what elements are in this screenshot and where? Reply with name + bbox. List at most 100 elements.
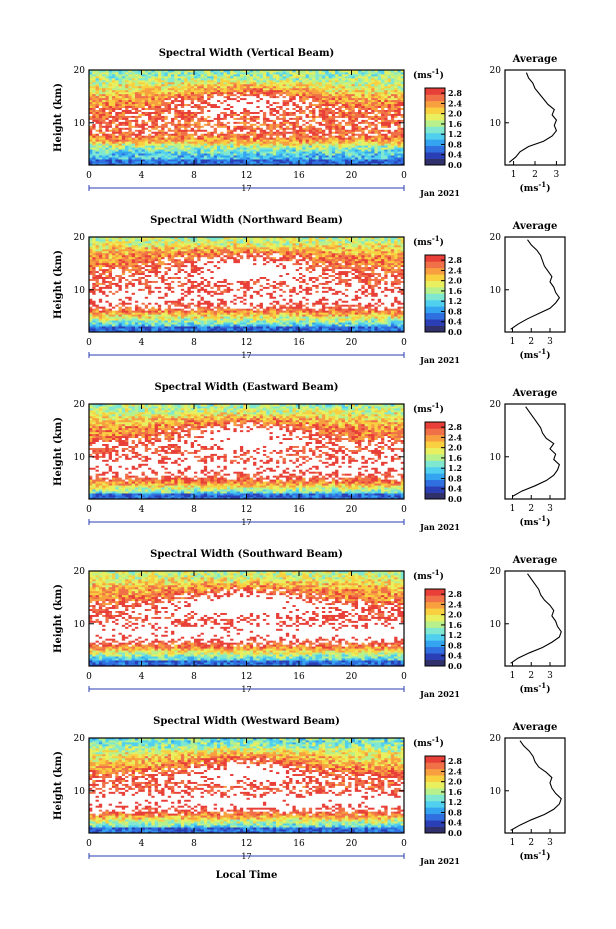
y-tick-label: 20 [74, 734, 86, 744]
colorbar-tick-label: 2.8 [448, 422, 462, 432]
x-tick-label: 0 [401, 171, 407, 181]
date-label: Jan 2021 [419, 188, 460, 198]
colorbar-tick-label: 0.8 [448, 807, 462, 817]
profile-x-tick-label: 3 [547, 671, 553, 681]
colorbar-swatch [425, 280, 445, 288]
colorbar-swatch [425, 441, 445, 448]
x-tick-label: 16 [293, 672, 305, 682]
average-profile: Average 1 2 3 10 20 (ms-1) [490, 388, 566, 528]
profile-title: Average [512, 722, 558, 733]
y-tick-label: 10 [74, 286, 86, 296]
y-axis-label: Height (km) [53, 83, 64, 152]
x-tick-label: 16 [293, 171, 305, 181]
colorbar-swatch [425, 454, 445, 461]
x-tick-label: 12 [241, 505, 252, 515]
profile-frame [504, 570, 566, 667]
colorbar-swatch [425, 312, 445, 320]
profile-y-tick-label: 20 [490, 233, 502, 243]
profile-x-label: (ms-1) [520, 180, 551, 194]
y-tick-label: 10 [74, 620, 86, 630]
colorbar-tick-label: 0.4 [448, 818, 462, 828]
colorbar-tick-label: 0.8 [448, 473, 462, 483]
x-tick-label: 16 [293, 839, 305, 849]
colorbar-tick-label: 0.0 [448, 327, 462, 337]
colorbar-swatch [425, 608, 445, 615]
colorbar-swatch [425, 621, 445, 628]
colorbar-swatch [425, 158, 445, 166]
colorbar-tick-label: 1.6 [448, 286, 462, 296]
panel-1: Spectral Width (Vertical Beam)1020Height… [53, 48, 566, 198]
colorbar-tick-label: 0.4 [448, 150, 462, 160]
profile-x-label: (ms-1) [520, 347, 551, 361]
profile-y-tick-label: 20 [490, 734, 502, 744]
profile-x-label: (ms-1) [520, 681, 551, 695]
colorbar-frame [424, 588, 446, 667]
colorbar-swatch [425, 466, 445, 474]
colorbar-swatch [425, 589, 445, 596]
x-tick-label: 8 [191, 839, 197, 849]
day-label: 17 [241, 351, 251, 360]
colorbar-tick-label: 1.6 [448, 453, 462, 463]
colorbar-swatch [425, 434, 445, 442]
colorbar-swatch [425, 255, 445, 262]
colorbar-swatch [425, 768, 445, 776]
y-axis-label: Height (km) [53, 417, 64, 486]
day-label: 17 [241, 518, 251, 527]
profile-x-tick-label: 2 [532, 170, 538, 180]
x-tick-label: 12 [241, 338, 252, 348]
colorbar-swatch [425, 94, 445, 102]
x-tick-label: 20 [346, 171, 358, 181]
x-tick-label: 0 [401, 672, 407, 682]
profile-frame [504, 236, 566, 333]
date-label: Jan 2021 [419, 355, 460, 365]
day-label: 17 [241, 852, 251, 861]
colorbar-frame [424, 421, 446, 500]
profile-x-tick-label: 3 [547, 504, 553, 514]
profile-y-tick-label: 10 [490, 286, 502, 296]
colorbar-swatch [425, 107, 445, 114]
profile-x-tick-label: 3 [547, 337, 553, 347]
colorbar-swatch [425, 633, 445, 641]
y-tick-label: 10 [74, 453, 86, 463]
panel-title: Spectral Width (Southward Beam) [150, 549, 343, 560]
average-profile: Average 1 2 3 10 20 (ms-1) [490, 555, 566, 695]
date-label: Jan 2021 [419, 522, 460, 532]
colorbar-swatch [425, 826, 445, 834]
colorbar-unit: (ms-1) [413, 234, 444, 248]
colorbar-swatch [425, 428, 445, 436]
profile-title: Average [512, 555, 558, 566]
colorbar-tick-label: 0.8 [448, 306, 462, 316]
colorbar-tick-label: 2.4 [448, 98, 462, 108]
colorbar-swatch [425, 762, 445, 770]
x-tick-label: 20 [346, 505, 358, 515]
y-axis-label: Height (km) [53, 250, 64, 319]
x-tick-label: 12 [241, 171, 252, 181]
colorbar-swatch [425, 627, 445, 635]
y-tick-label: 10 [74, 119, 86, 129]
colorbar-tick-label: 1.2 [448, 630, 462, 640]
profile-x-label: (ms-1) [520, 514, 551, 528]
date-label: Jan 2021 [419, 856, 460, 866]
profile-x-tick-label: 3 [547, 838, 553, 848]
profile-x-tick-label: 1 [510, 337, 516, 347]
colorbar-swatch [425, 800, 445, 808]
colorbar-swatch [425, 473, 445, 481]
colorbar-swatch [425, 120, 445, 127]
profile-x-tick-label: 2 [528, 337, 534, 347]
colorbar-swatch [425, 486, 445, 493]
colorbar-tick-label: 2.0 [448, 777, 462, 787]
colorbar-tick-label: 2.4 [448, 265, 462, 275]
profile-y-tick-label: 20 [490, 400, 502, 410]
profile-y-tick-label: 10 [490, 787, 502, 797]
y-axis-label: Height (km) [53, 751, 64, 820]
y-tick-label: 20 [74, 66, 86, 76]
colorbar-unit: (ms-1) [413, 568, 444, 582]
colorbar-swatch [425, 640, 445, 648]
profile-x-tick-label: 3 [554, 170, 560, 180]
colorbar-tick-label: 2.0 [448, 276, 462, 286]
colorbar-swatch [425, 152, 445, 159]
colorbar-swatch [425, 813, 445, 821]
x-tick-label: 16 [293, 338, 305, 348]
colorbar: 0.00.40.81.21.62.02.42.8 [424, 87, 462, 170]
colorbar-unit: (ms-1) [413, 67, 444, 81]
